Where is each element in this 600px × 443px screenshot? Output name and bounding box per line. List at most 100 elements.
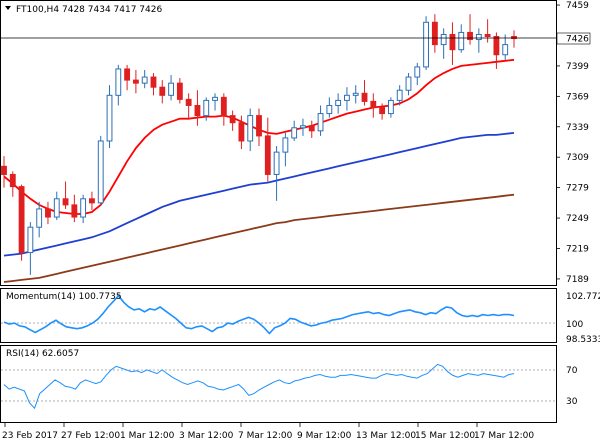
candle <box>493 32 500 69</box>
candle <box>467 14 473 45</box>
candle-body <box>352 92 359 96</box>
symbol-label: FT100,H4 <box>16 5 59 15</box>
candle-body <box>431 21 438 46</box>
candle-body <box>36 208 43 228</box>
candle <box>484 19 491 43</box>
time-tick-label: 23 Feb 2017 <box>2 431 58 441</box>
candle <box>168 75 174 101</box>
candle-body <box>370 100 377 108</box>
candle <box>194 90 201 126</box>
candle-body <box>53 198 60 218</box>
candle-body <box>97 140 104 204</box>
candle-body <box>238 122 245 142</box>
candle-body <box>414 66 421 78</box>
candle <box>502 34 509 60</box>
candle <box>256 108 262 147</box>
candlesticks <box>1 14 517 275</box>
momentum-axis: 102.7721 100 98.5333 <box>566 292 600 345</box>
candle <box>405 73 412 96</box>
current-price-value: 7426 <box>566 35 589 45</box>
candle <box>124 64 131 91</box>
candle-body <box>484 33 491 37</box>
rsi-tick-label: 30 <box>566 397 578 407</box>
dropdown-triangle-icon[interactable] <box>5 6 11 10</box>
time-tick-label: 7 Mar 12:00 <box>238 431 293 441</box>
candle-body <box>344 94 350 101</box>
candle-body <box>405 76 412 91</box>
candle <box>45 201 51 225</box>
candle-body <box>71 204 78 218</box>
candle-body <box>317 113 324 132</box>
candle-body <box>256 115 262 137</box>
candle <box>396 85 403 106</box>
price-tick-label: 7279 <box>566 184 589 194</box>
candle <box>511 30 517 48</box>
candle <box>106 85 113 149</box>
time-tick-label: 13 Mar 12:00 <box>356 431 416 441</box>
candle-body <box>106 94 113 142</box>
momentum-tick-label: 100 <box>566 320 583 330</box>
candle <box>18 184 25 261</box>
candle-body <box>273 151 280 175</box>
time-tick-label: 17 Mar 12:00 <box>474 431 534 441</box>
candle <box>379 103 386 120</box>
time-tick-label: 9 Mar 12:00 <box>297 431 352 441</box>
candle <box>159 80 166 104</box>
candle <box>115 64 122 106</box>
price-tick-label: 7219 <box>566 244 589 254</box>
candle-body <box>194 104 201 117</box>
candle <box>89 191 95 210</box>
candle <box>229 110 236 131</box>
candle <box>176 78 183 104</box>
candle <box>282 132 289 167</box>
candle-body <box>27 226 34 254</box>
candle-body <box>511 35 517 40</box>
candle <box>141 69 148 89</box>
candle <box>440 28 447 59</box>
main-panel-frame <box>0 0 557 286</box>
price-tick-label: 7309 <box>566 153 589 163</box>
candle-body <box>141 76 148 84</box>
ohlc-label: 7428 7434 7417 7426 <box>62 5 162 15</box>
rsi-tick-label: 70 <box>566 366 578 376</box>
momentum-tick-label: 102.7721 <box>566 292 600 302</box>
candle <box>27 222 34 275</box>
momentum-panel[interactable]: Momentum(14) 100.7735 <box>0 288 557 343</box>
candle <box>361 80 368 106</box>
price-tick-label: 7339 <box>566 123 589 133</box>
candle-body <box>308 125 315 132</box>
candle-body <box>132 79 139 84</box>
price-tick-label: 7369 <box>566 92 589 102</box>
candle <box>387 97 394 118</box>
candle-body <box>387 99 394 115</box>
candle-body <box>335 99 342 106</box>
candle <box>344 87 350 111</box>
candle-body <box>467 31 473 41</box>
rsi-label: RSI(14) 62.6057 <box>6 349 79 359</box>
candle <box>1 156 7 188</box>
candle-body <box>379 106 386 115</box>
rsi-panel[interactable]: RSI(14) 62.6057 <box>0 345 557 423</box>
candle-body <box>45 208 51 218</box>
candle-body <box>475 33 482 41</box>
candle-body <box>212 96 218 101</box>
price-tick-label: 7459 <box>566 1 589 11</box>
candle-body <box>176 82 183 100</box>
candle <box>185 93 192 120</box>
candle <box>212 93 218 111</box>
current-price-tag: 7426 <box>556 32 591 45</box>
candle-body <box>185 98 192 106</box>
ma-mid-line <box>3 132 515 257</box>
candle <box>97 135 104 205</box>
candle <box>458 24 465 53</box>
time-tick-label: 1 Mar 12:00 <box>120 431 175 441</box>
candle-body <box>361 92 368 102</box>
candle <box>326 97 333 118</box>
candle-body <box>80 198 87 218</box>
time-tick-label: 27 Feb 12:00 <box>61 431 120 441</box>
candle-body <box>264 135 271 175</box>
time-tick-label: 3 Mar 12:00 <box>179 431 234 441</box>
main-price-panel[interactable]: FT100,H4 7428 7434 7417 7426 <box>0 0 557 286</box>
candle-body <box>9 173 16 188</box>
